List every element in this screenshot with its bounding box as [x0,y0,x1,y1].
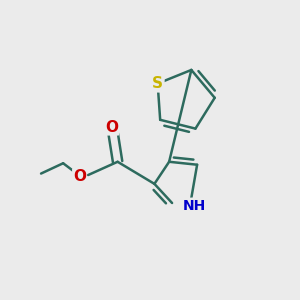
Text: O: O [105,120,118,135]
Text: O: O [73,169,86,184]
Text: NH: NH [182,199,206,213]
Text: S: S [152,76,163,91]
